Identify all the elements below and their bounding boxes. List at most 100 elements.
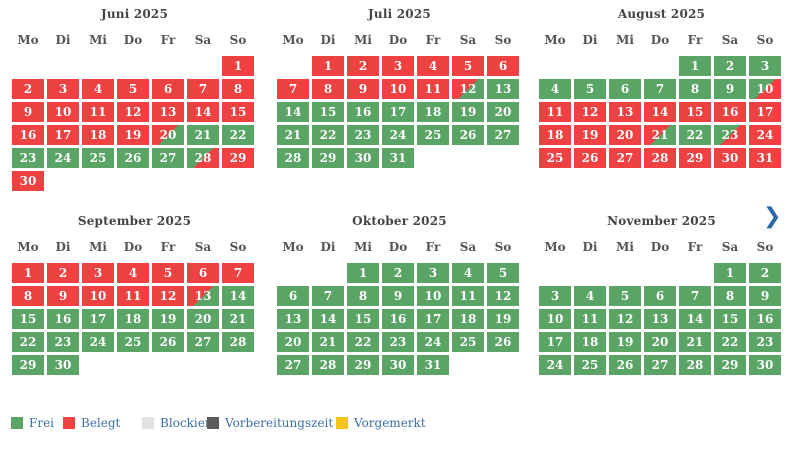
day-cell[interactable]: 14 [679, 309, 711, 329]
day-cell[interactable]: 19 [609, 332, 641, 352]
day-cell[interactable]: 15 [312, 102, 344, 122]
day-cell[interactable]: 30 [347, 148, 379, 168]
day-cell[interactable]: 31 [382, 148, 414, 168]
day-cell[interactable]: 10 [382, 79, 414, 99]
day-cell[interactable]: 20 [277, 332, 309, 352]
day-cell[interactable]: 30 [12, 171, 44, 191]
day-cell[interactable]: 17 [417, 309, 449, 329]
day-cell[interactable]: 4 [82, 79, 114, 99]
day-cell[interactable]: 22 [12, 332, 44, 352]
day-cell[interactable]: 21 [644, 125, 676, 145]
day-cell[interactable]: 6 [644, 286, 676, 306]
day-cell[interactable]: 18 [417, 102, 449, 122]
day-cell[interactable]: 28 [644, 148, 676, 168]
day-cell[interactable]: 23 [382, 332, 414, 352]
day-cell[interactable]: 29 [12, 355, 44, 375]
day-cell[interactable]: 20 [187, 309, 219, 329]
day-cell[interactable]: 31 [417, 355, 449, 375]
day-cell[interactable]: 25 [452, 332, 484, 352]
day-cell[interactable]: 23 [714, 125, 746, 145]
day-cell[interactable]: 17 [749, 102, 781, 122]
day-cell[interactable]: 5 [452, 56, 484, 76]
day-cell[interactable]: 22 [347, 332, 379, 352]
day-cell[interactable]: 15 [714, 309, 746, 329]
day-cell[interactable]: 25 [539, 148, 571, 168]
day-cell[interactable]: 11 [417, 79, 449, 99]
day-cell[interactable]: 18 [452, 309, 484, 329]
next-month-arrow-icon[interactable]: ❯ [763, 204, 782, 229]
day-cell[interactable]: 9 [749, 286, 781, 306]
day-cell[interactable]: 30 [47, 355, 79, 375]
day-cell[interactable]: 2 [382, 263, 414, 283]
day-cell[interactable]: 23 [749, 332, 781, 352]
day-cell[interactable]: 5 [574, 79, 606, 99]
day-cell[interactable]: 12 [117, 102, 149, 122]
day-cell[interactable]: 7 [222, 263, 254, 283]
day-cell[interactable]: 31 [749, 148, 781, 168]
day-cell[interactable]: 1 [312, 56, 344, 76]
day-cell[interactable]: 29 [714, 355, 746, 375]
day-cell[interactable]: 3 [382, 56, 414, 76]
day-cell[interactable]: 19 [487, 309, 519, 329]
day-cell[interactable]: 1 [12, 263, 44, 283]
day-cell[interactable]: 21 [187, 125, 219, 145]
day-cell[interactable]: 27 [277, 355, 309, 375]
day-cell[interactable]: 16 [382, 309, 414, 329]
day-cell[interactable]: 3 [539, 286, 571, 306]
day-cell[interactable]: 18 [539, 125, 571, 145]
day-cell[interactable]: 7 [187, 79, 219, 99]
day-cell[interactable]: 7 [644, 79, 676, 99]
day-cell[interactable]: 24 [539, 355, 571, 375]
day-cell[interactable]: 1 [679, 56, 711, 76]
day-cell[interactable]: 26 [117, 148, 149, 168]
day-cell[interactable]: 2 [749, 263, 781, 283]
day-cell[interactable]: 15 [347, 309, 379, 329]
day-cell[interactable]: 2 [347, 56, 379, 76]
day-cell[interactable]: 14 [187, 102, 219, 122]
day-cell[interactable]: 7 [277, 79, 309, 99]
day-cell[interactable]: 21 [312, 332, 344, 352]
day-cell[interactable]: 18 [117, 309, 149, 329]
day-cell[interactable]: 13 [487, 79, 519, 99]
day-cell[interactable]: 5 [152, 263, 184, 283]
day-cell[interactable]: 17 [82, 309, 114, 329]
day-cell[interactable]: 29 [347, 355, 379, 375]
day-cell[interactable]: 26 [487, 332, 519, 352]
day-cell[interactable]: 20 [609, 125, 641, 145]
day-cell[interactable]: 14 [644, 102, 676, 122]
day-cell[interactable]: 9 [47, 286, 79, 306]
day-cell[interactable]: 3 [417, 263, 449, 283]
day-cell[interactable]: 12 [574, 102, 606, 122]
day-cell[interactable]: 10 [82, 286, 114, 306]
day-cell[interactable]: 1 [347, 263, 379, 283]
day-cell[interactable]: 10 [539, 309, 571, 329]
day-cell[interactable]: 29 [222, 148, 254, 168]
day-cell[interactable]: 11 [82, 102, 114, 122]
day-cell[interactable]: 20 [152, 125, 184, 145]
day-cell[interactable]: 4 [417, 56, 449, 76]
day-cell[interactable]: 9 [714, 79, 746, 99]
day-cell[interactable]: 28 [679, 355, 711, 375]
day-cell[interactable]: 27 [644, 355, 676, 375]
day-cell[interactable]: 13 [609, 102, 641, 122]
day-cell[interactable]: 5 [487, 263, 519, 283]
day-cell[interactable]: 7 [679, 286, 711, 306]
day-cell[interactable]: 1 [714, 263, 746, 283]
day-cell[interactable]: 25 [574, 355, 606, 375]
day-cell[interactable]: 22 [312, 125, 344, 145]
day-cell[interactable]: 12 [609, 309, 641, 329]
day-cell[interactable]: 12 [152, 286, 184, 306]
day-cell[interactable]: 13 [187, 286, 219, 306]
day-cell[interactable]: 8 [312, 79, 344, 99]
day-cell[interactable]: 19 [152, 309, 184, 329]
day-cell[interactable]: 8 [714, 286, 746, 306]
day-cell[interactable]: 17 [539, 332, 571, 352]
day-cell[interactable]: 17 [382, 102, 414, 122]
day-cell[interactable]: 24 [47, 148, 79, 168]
day-cell[interactable]: 21 [222, 309, 254, 329]
day-cell[interactable]: 4 [539, 79, 571, 99]
day-cell[interactable]: 16 [347, 102, 379, 122]
day-cell[interactable]: 18 [574, 332, 606, 352]
day-cell[interactable]: 28 [312, 355, 344, 375]
day-cell[interactable]: 19 [452, 102, 484, 122]
